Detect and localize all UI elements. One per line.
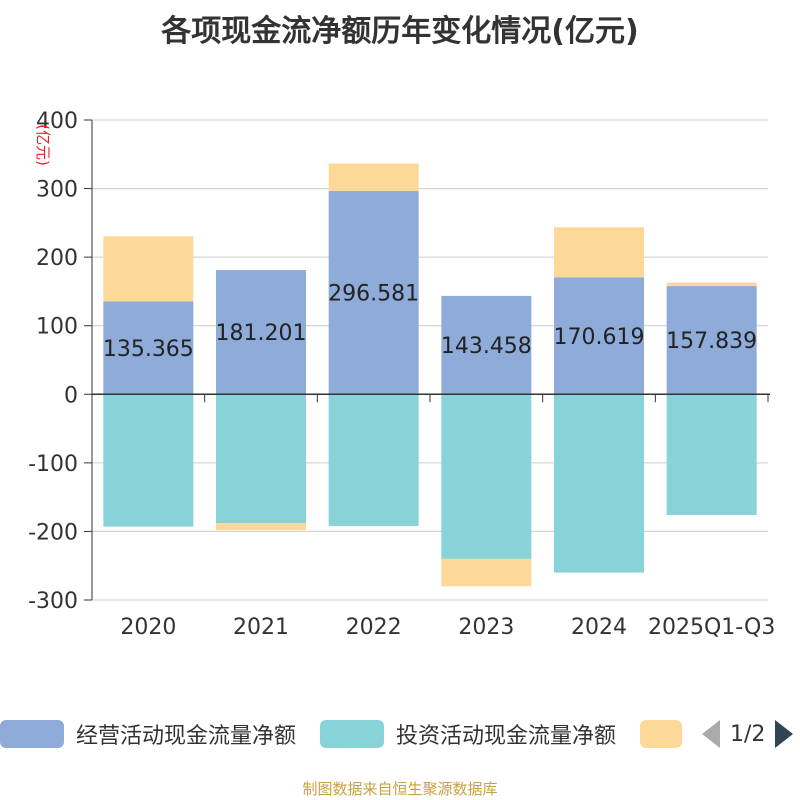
y-tick-label: -200 (28, 520, 78, 545)
bar-series1-2021 (216, 394, 306, 524)
data-label: 143.458 (441, 334, 532, 359)
bar-series1-2022 (328, 394, 419, 526)
y-tick-label: -100 (28, 452, 78, 477)
bar-series1-2023 (441, 394, 532, 559)
legend-label-investing: 投资活动现金流量净额 (396, 724, 617, 749)
x-tick-label: 2020 (120, 615, 176, 640)
data-source-note: 制图数据来自恒生聚源数据库 (302, 780, 498, 798)
bar-series0-2023 (441, 295, 532, 395)
y-tick-label: 300 (36, 178, 78, 203)
bar-series2-2022 (328, 163, 419, 191)
chart-title: 各项现金流净额历年变化情况(亿元) (161, 14, 639, 49)
bar-series0-2020 (103, 301, 194, 395)
legend: 经营活动现金流量净额 投资活动现金流量净额 1/2 (0, 714, 800, 754)
data-label: 157.839 (666, 329, 757, 354)
legend-prev-icon[interactable] (702, 720, 720, 748)
bar-series2-2021 (216, 523, 306, 531)
legend-swatch-investing (320, 720, 384, 748)
bar-series1-2020 (103, 394, 194, 527)
x-tick-label: 2023 (458, 615, 514, 640)
x-tick-label: 2025Q1-Q3 (648, 615, 775, 640)
data-label: 181.201 (216, 321, 307, 346)
bar-series2-2023 (441, 558, 532, 587)
bar-series0-2024 (554, 277, 644, 395)
data-label: 170.619 (554, 325, 645, 350)
x-tick-label: 2021 (233, 615, 289, 640)
bar-series1-2025Q1-Q3 (666, 394, 757, 515)
legend-item-investing[interactable]: 投资活动现金流量净额 (320, 714, 616, 754)
legend-swatch-third (640, 720, 682, 748)
bar-series2-2020 (103, 236, 194, 302)
x-tick-label: 2022 (346, 615, 402, 640)
bar-series2-2024 (554, 227, 644, 278)
legend-item-operating[interactable]: 经营活动现金流量净额 (0, 714, 296, 754)
y-tick-label: 100 (36, 315, 78, 340)
bar-series0-2022 (328, 190, 419, 395)
bar-series1-2024 (554, 394, 644, 573)
legend-swatch-operating (0, 720, 64, 748)
legend-pager: 1/2 (702, 714, 794, 754)
bar-series0-2025Q1-Q3 (666, 286, 757, 395)
y-axis-label: (亿元) (34, 124, 52, 166)
y-tick-label: 400 (36, 109, 78, 134)
y-tick-label: -300 (28, 589, 78, 614)
legend-label-operating: 经营活动现金流量净额 (76, 724, 297, 749)
y-tick-label: 0 (64, 383, 78, 408)
bar-series0-2021 (216, 270, 306, 395)
bar-series2-2025Q1-Q3 (666, 282, 757, 287)
data-label: 135.365 (103, 337, 194, 362)
y-tick-label: 200 (36, 246, 78, 271)
x-tick-label: 2024 (571, 615, 627, 640)
legend-item-third[interactable] (640, 714, 694, 754)
data-label: 296.581 (328, 282, 419, 307)
legend-next-icon[interactable] (775, 720, 794, 748)
legend-page-indicator: 1/2 (730, 721, 766, 747)
